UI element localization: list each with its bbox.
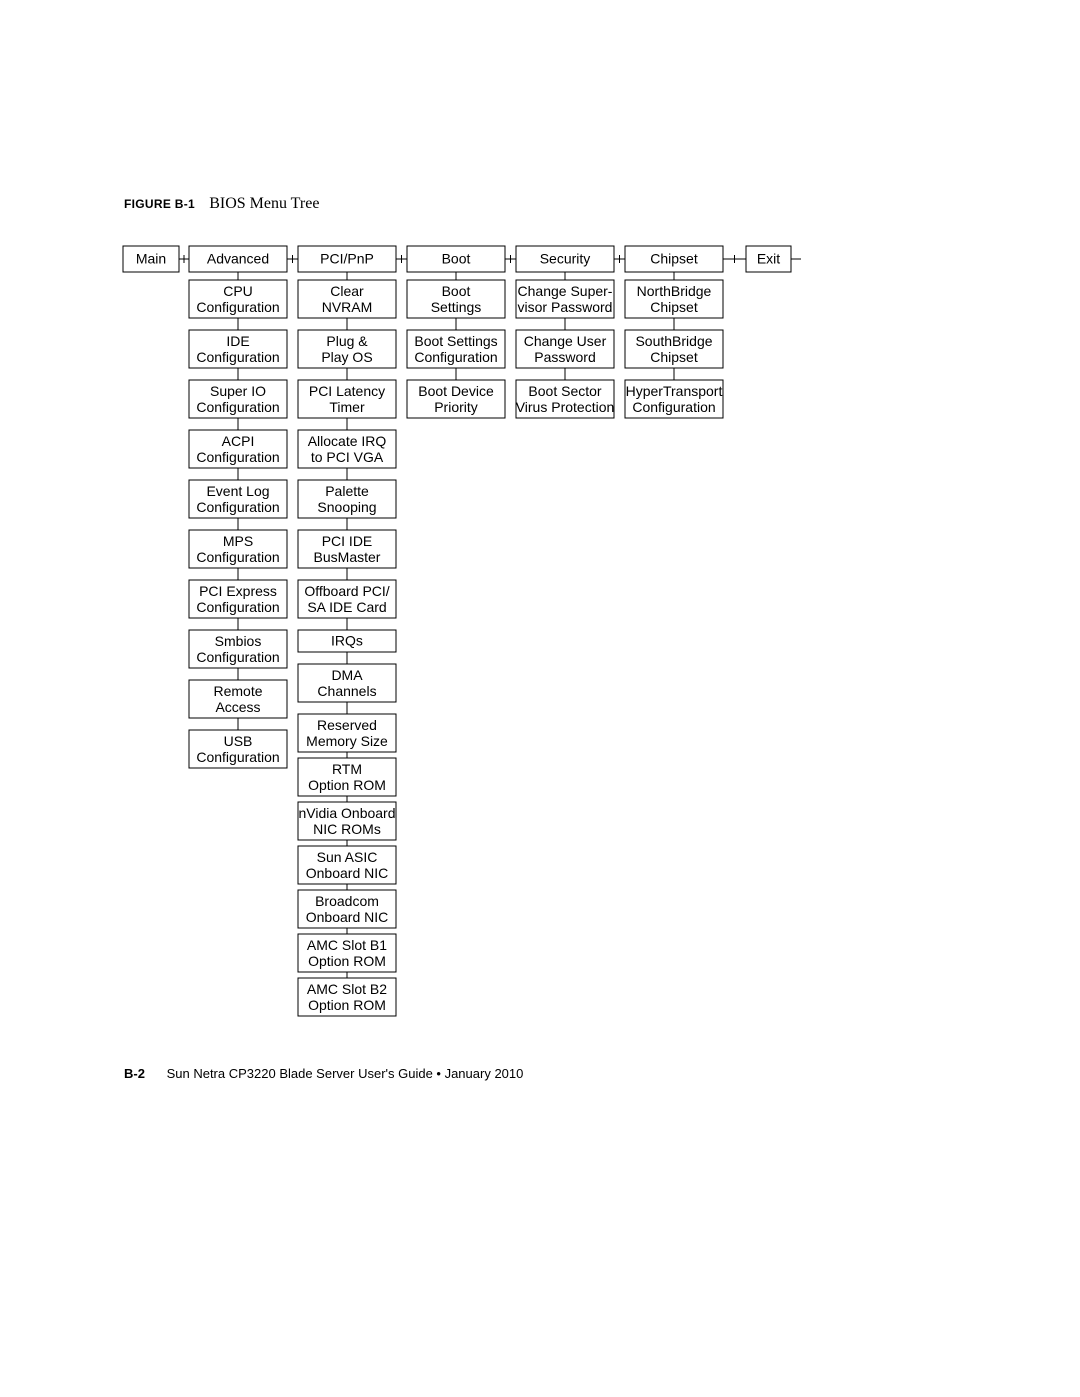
header-label-boot: Boot <box>442 251 471 267</box>
footer-text: Sun Netra CP3220 Blade Server User's Gui… <box>167 1066 524 1081</box>
pcipnp-item-label-13: BroadcomOnboard NIC <box>306 893 388 925</box>
chipset-item-label-2: HyperTransportConfiguration <box>626 383 723 415</box>
security-item-label-2: Boot SectorVirus Protection <box>516 383 615 415</box>
header-label-exit: Exit <box>757 251 780 267</box>
pcipnp-item-label-3: Allocate IRQto PCI VGA <box>308 433 387 465</box>
page: FIGURE B-1 BIOS Menu Tree MainAdvancedPC… <box>0 0 1080 1397</box>
header-label-chipset: Chipset <box>650 251 698 267</box>
pcipnp-item-label-7: IRQs <box>331 633 363 649</box>
pcipnp-item-label-1: Plug &Play OS <box>321 333 372 365</box>
header-label-security: Security <box>540 251 591 267</box>
advanced-item-label-4: Event LogConfiguration <box>196 483 279 515</box>
pcipnp-item-label-4: PaletteSnooping <box>317 483 376 515</box>
pcipnp-item-label-9: ReservedMemory Size <box>306 717 388 749</box>
page-number: B-2 <box>124 1066 145 1081</box>
pcipnp-item-label-15: AMC Slot B2Option ROM <box>307 981 387 1013</box>
page-footer: B-2 Sun Netra CP3220 Blade Server User's… <box>124 1066 523 1081</box>
pcipnp-item-label-5: PCI IDEBusMaster <box>314 533 381 565</box>
header-label-pcipnp: PCI/PnP <box>320 251 374 267</box>
header-label-advanced: Advanced <box>207 251 269 267</box>
header-label-main: Main <box>136 251 166 267</box>
boot-item-label-1: Boot SettingsConfiguration <box>414 333 497 365</box>
pcipnp-item-label-12: Sun ASICOnboard NIC <box>306 849 388 881</box>
pcipnp-item-label-6: Offboard PCI/SA IDE Card <box>304 583 389 615</box>
advanced-item-label-8: RemoteAccess <box>213 683 262 715</box>
security-item-label-1: Change UserPassword <box>524 333 607 365</box>
pcipnp-item-label-14: AMC Slot B1Option ROM <box>307 937 387 969</box>
advanced-item-label-6: PCI ExpressConfiguration <box>196 583 279 615</box>
bios-menu-tree-diagram: Main Advanced PCI/PnP Boot Security Chipset Ex… <box>0 0 1080 1397</box>
security-item-label-0: Change Super-visor Password <box>518 283 613 315</box>
